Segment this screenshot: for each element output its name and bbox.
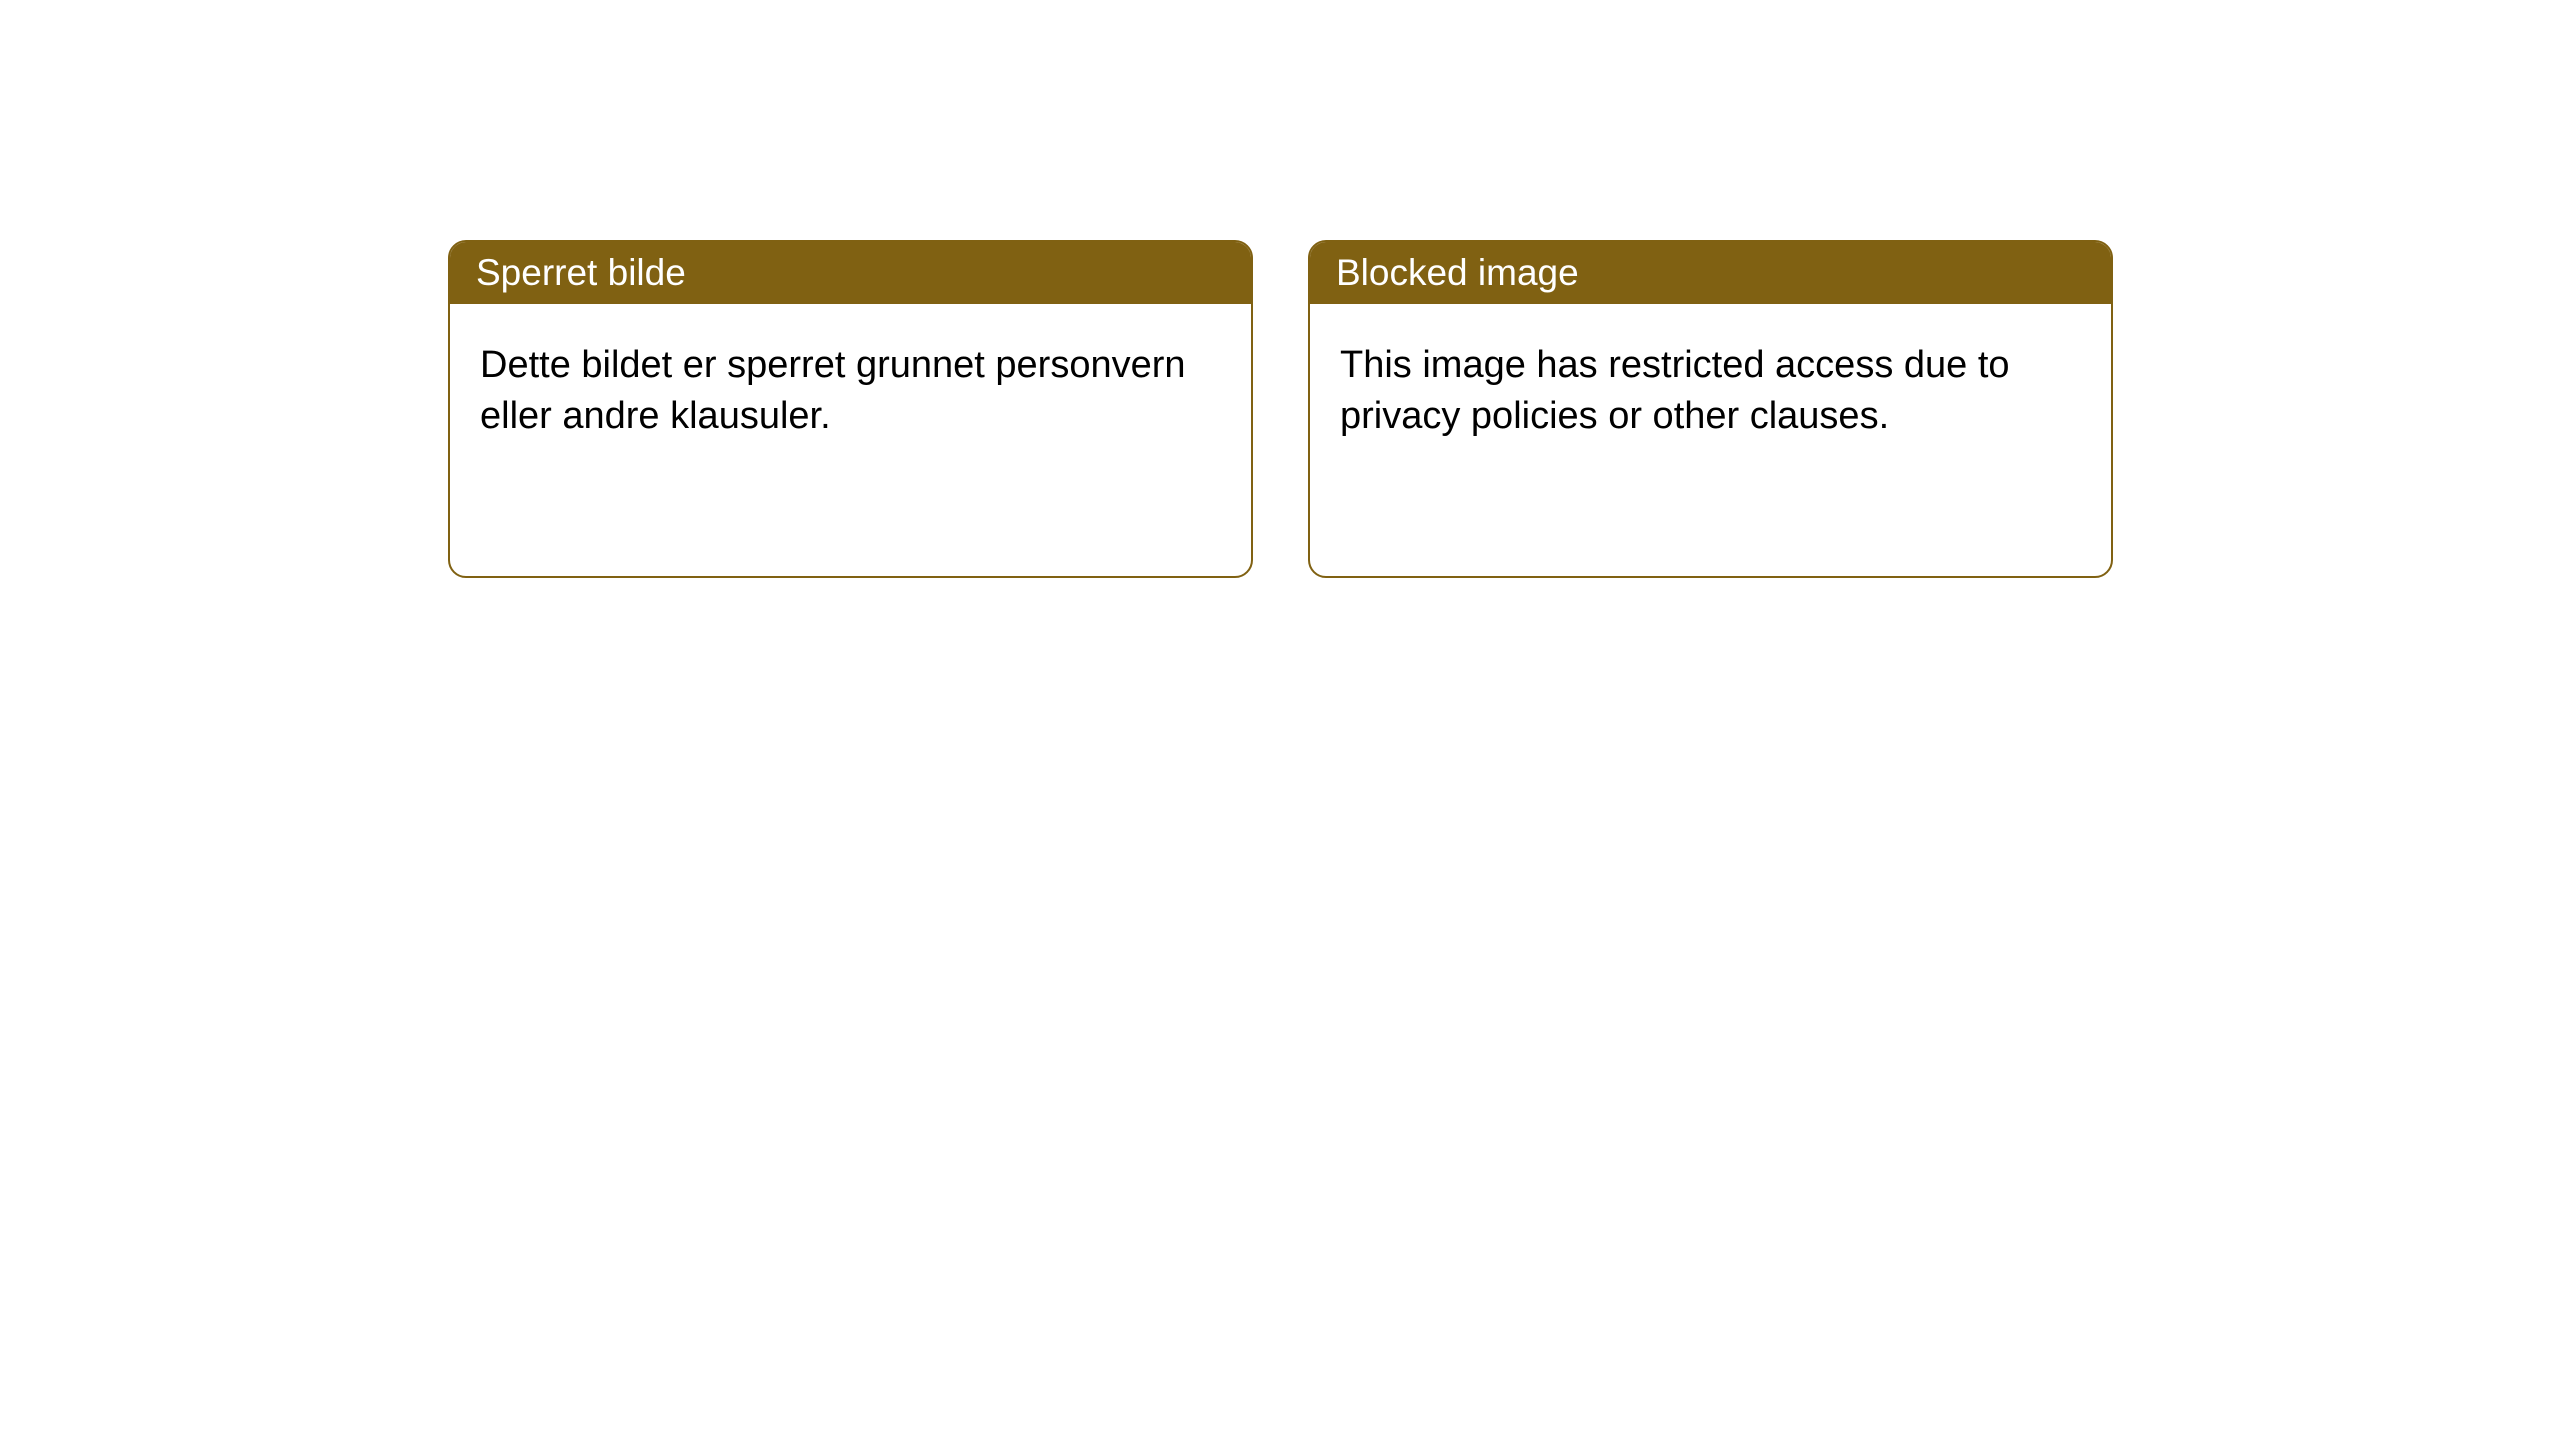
card-body-text: This image has restricted access due to … bbox=[1340, 344, 2010, 437]
card-header: Sperret bilde bbox=[450, 242, 1251, 304]
blocked-image-card-no: Sperret bilde Dette bildet er sperret gr… bbox=[448, 240, 1253, 578]
card-body-text: Dette bildet er sperret grunnet personve… bbox=[480, 344, 1186, 437]
card-title: Blocked image bbox=[1336, 252, 1579, 293]
card-header: Blocked image bbox=[1310, 242, 2111, 304]
card-body: Dette bildet er sperret grunnet personve… bbox=[450, 304, 1251, 479]
card-title: Sperret bilde bbox=[476, 252, 686, 293]
message-cards-container: Sperret bilde Dette bildet er sperret gr… bbox=[0, 0, 2560, 578]
card-body: This image has restricted access due to … bbox=[1310, 304, 2111, 479]
blocked-image-card-en: Blocked image This image has restricted … bbox=[1308, 240, 2113, 578]
